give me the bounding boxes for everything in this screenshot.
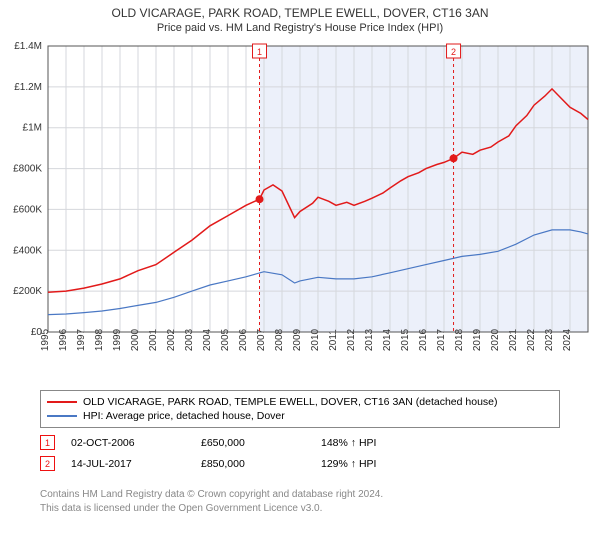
svg-text:£600K: £600K [13, 204, 42, 215]
sale-marker-2: 2 [40, 456, 55, 471]
sale-hpi-1: 148% ↑ HPI [321, 437, 441, 449]
sale-marker-1: 1 [40, 435, 55, 450]
footer-line1: Contains HM Land Registry data © Crown c… [40, 488, 383, 502]
chart-title: OLD VICARAGE, PARK ROAD, TEMPLE EWELL, D… [0, 0, 600, 22]
sale-price-1: £650,000 [201, 437, 321, 449]
svg-text:1: 1 [257, 47, 262, 57]
legend-label-property: OLD VICARAGE, PARK ROAD, TEMPLE EWELL, D… [83, 396, 498, 408]
svg-text:£1.4M: £1.4M [14, 41, 42, 52]
svg-text:£1.2M: £1.2M [14, 82, 42, 93]
svg-text:£400K: £400K [13, 245, 42, 256]
legend-swatch-property [47, 401, 77, 403]
footer: Contains HM Land Registry data © Crown c… [40, 488, 383, 515]
sale-row: 1 02-OCT-2006 £650,000 148% ↑ HPI [40, 432, 560, 453]
chart-area: £0£200K£400K£600K£800K£1M£1.2M£1.4M19951… [0, 40, 600, 380]
legend-swatch-hpi [47, 415, 77, 417]
svg-text:2: 2 [451, 47, 456, 57]
sale-date-2: 14-JUL-2017 [71, 458, 201, 470]
legend: OLD VICARAGE, PARK ROAD, TEMPLE EWELL, D… [40, 390, 560, 428]
sale-row: 2 14-JUL-2017 £850,000 129% ↑ HPI [40, 453, 560, 474]
legend-item-property: OLD VICARAGE, PARK ROAD, TEMPLE EWELL, D… [47, 395, 553, 409]
svg-text:£200K: £200K [13, 286, 42, 297]
footer-line2: This data is licensed under the Open Gov… [40, 502, 383, 516]
sale-hpi-2: 129% ↑ HPI [321, 458, 441, 470]
legend-item-hpi: HPI: Average price, detached house, Dove… [47, 409, 553, 423]
sale-price-2: £850,000 [201, 458, 321, 470]
legend-label-hpi: HPI: Average price, detached house, Dove… [83, 410, 285, 422]
svg-text:£1M: £1M [23, 123, 42, 134]
sale-date-1: 02-OCT-2006 [71, 437, 201, 449]
chart-subtitle: Price paid vs. HM Land Registry's House … [0, 22, 600, 38]
svg-text:£800K: £800K [13, 164, 42, 175]
chart-svg: £0£200K£400K£600K£800K£1M£1.2M£1.4M19951… [0, 40, 600, 380]
sales-table: 1 02-OCT-2006 £650,000 148% ↑ HPI 2 14-J… [40, 432, 560, 474]
